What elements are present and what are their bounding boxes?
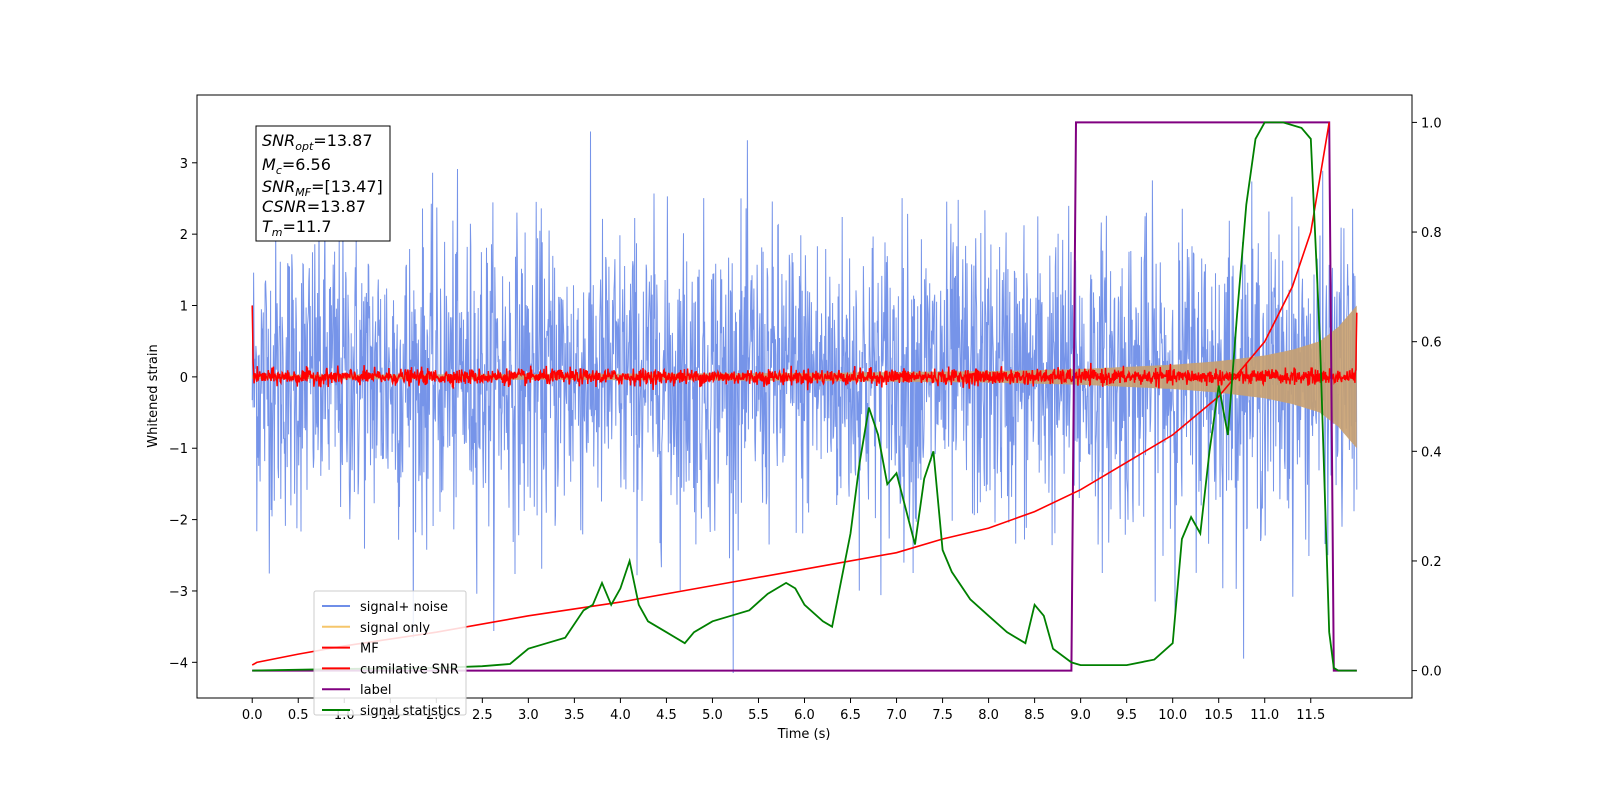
annotation-box: SNRopt=13.87 Mc=6.56 SNRMF=[13.47] CSNR=…	[255, 125, 391, 242]
y-axis-right: 1.0 0.8 0.6 0.4 0.2 0.0	[1412, 116, 1442, 680]
legend-label: signal statistics	[360, 704, 461, 719]
x-tick-label: 6.0	[794, 708, 815, 723]
x-tick-label: 10.0	[1158, 708, 1187, 723]
legend-label: signal only	[360, 621, 430, 636]
x-tick-label: 3.5	[564, 708, 585, 723]
x-tick-label: 8.5	[1024, 708, 1045, 723]
legend-frame	[313, 590, 467, 716]
y-right-tick-label: 0.8	[1421, 226, 1442, 241]
y-right-tick-label: 0.2	[1421, 555, 1442, 570]
x-tick-label: 7.5	[932, 708, 953, 723]
annotation-frame	[255, 125, 391, 242]
y-axis-left: 3 2 1 0 −1 −2 −3 −4	[169, 157, 197, 671]
series-signal-statistics-line	[252, 121, 1357, 672]
x-axis-label: Time (s)	[777, 727, 831, 742]
y-right-tick-label: 1.0	[1421, 116, 1442, 131]
y-left-tick-label: −4	[169, 656, 188, 671]
y-left-tick-label: −3	[169, 585, 188, 600]
annotation-mc: Mc=6.56	[262, 155, 331, 177]
x-tick-label: 6.5	[840, 708, 861, 723]
y-left-tick-label: 3	[180, 157, 188, 172]
legend-label: cumilative SNR	[360, 662, 459, 677]
legend: signal+ noise signal only MF cumilative SNR…	[313, 590, 467, 719]
annotation-snr-opt: SNRopt=13.87	[262, 131, 373, 153]
x-tick-label: 11.0	[1250, 708, 1279, 723]
y-left-tick-label: −1	[169, 442, 188, 457]
x-tick-label: 9.5	[1116, 708, 1137, 723]
x-tick-label: 5.5	[748, 708, 769, 723]
series-mf-line	[251, 305, 1358, 391]
annotation-csnr: CSNR=13.87	[262, 197, 366, 216]
x-axis: 0.00.51.01.52.02.53.03.54.04.55.05.56.06…	[242, 698, 1325, 723]
y-left-tick-label: 0	[180, 371, 188, 386]
y-left-tick-label: 1	[180, 300, 188, 315]
x-tick-label: 3.0	[518, 708, 539, 723]
y-right-tick-label: 0.0	[1421, 665, 1442, 680]
annotation-snr-mf: SNRMF=[13.47]	[262, 177, 383, 199]
y-axis-label: Whitened strain	[146, 344, 161, 447]
annotation-tm: Tm=11.7	[262, 217, 332, 239]
x-tick-label: 0.0	[242, 708, 263, 723]
y-right-tick-label: 0.4	[1421, 445, 1442, 460]
y-left-tick-label: 2	[180, 228, 188, 243]
x-tick-label: 0.5	[288, 708, 309, 723]
legend-label: label	[360, 683, 391, 698]
series-signal-noise-line	[251, 131, 1358, 674]
legend-label: signal+ noise	[360, 600, 448, 615]
x-tick-label: 4.0	[610, 708, 631, 723]
x-tick-label: 9.0	[1070, 708, 1091, 723]
y-right-tick-label: 0.6	[1421, 336, 1442, 351]
x-tick-label: 8.0	[978, 708, 999, 723]
x-tick-label: 4.5	[656, 708, 677, 723]
y-left-tick-label: −2	[169, 514, 188, 529]
legend-label: MF	[360, 642, 379, 657]
x-tick-label: 11.5	[1296, 708, 1325, 723]
x-tick-label: 5.0	[702, 708, 723, 723]
x-tick-label: 7.0	[886, 708, 907, 723]
x-tick-label: 10.5	[1204, 708, 1233, 723]
x-tick-label: 2.5	[472, 708, 493, 723]
